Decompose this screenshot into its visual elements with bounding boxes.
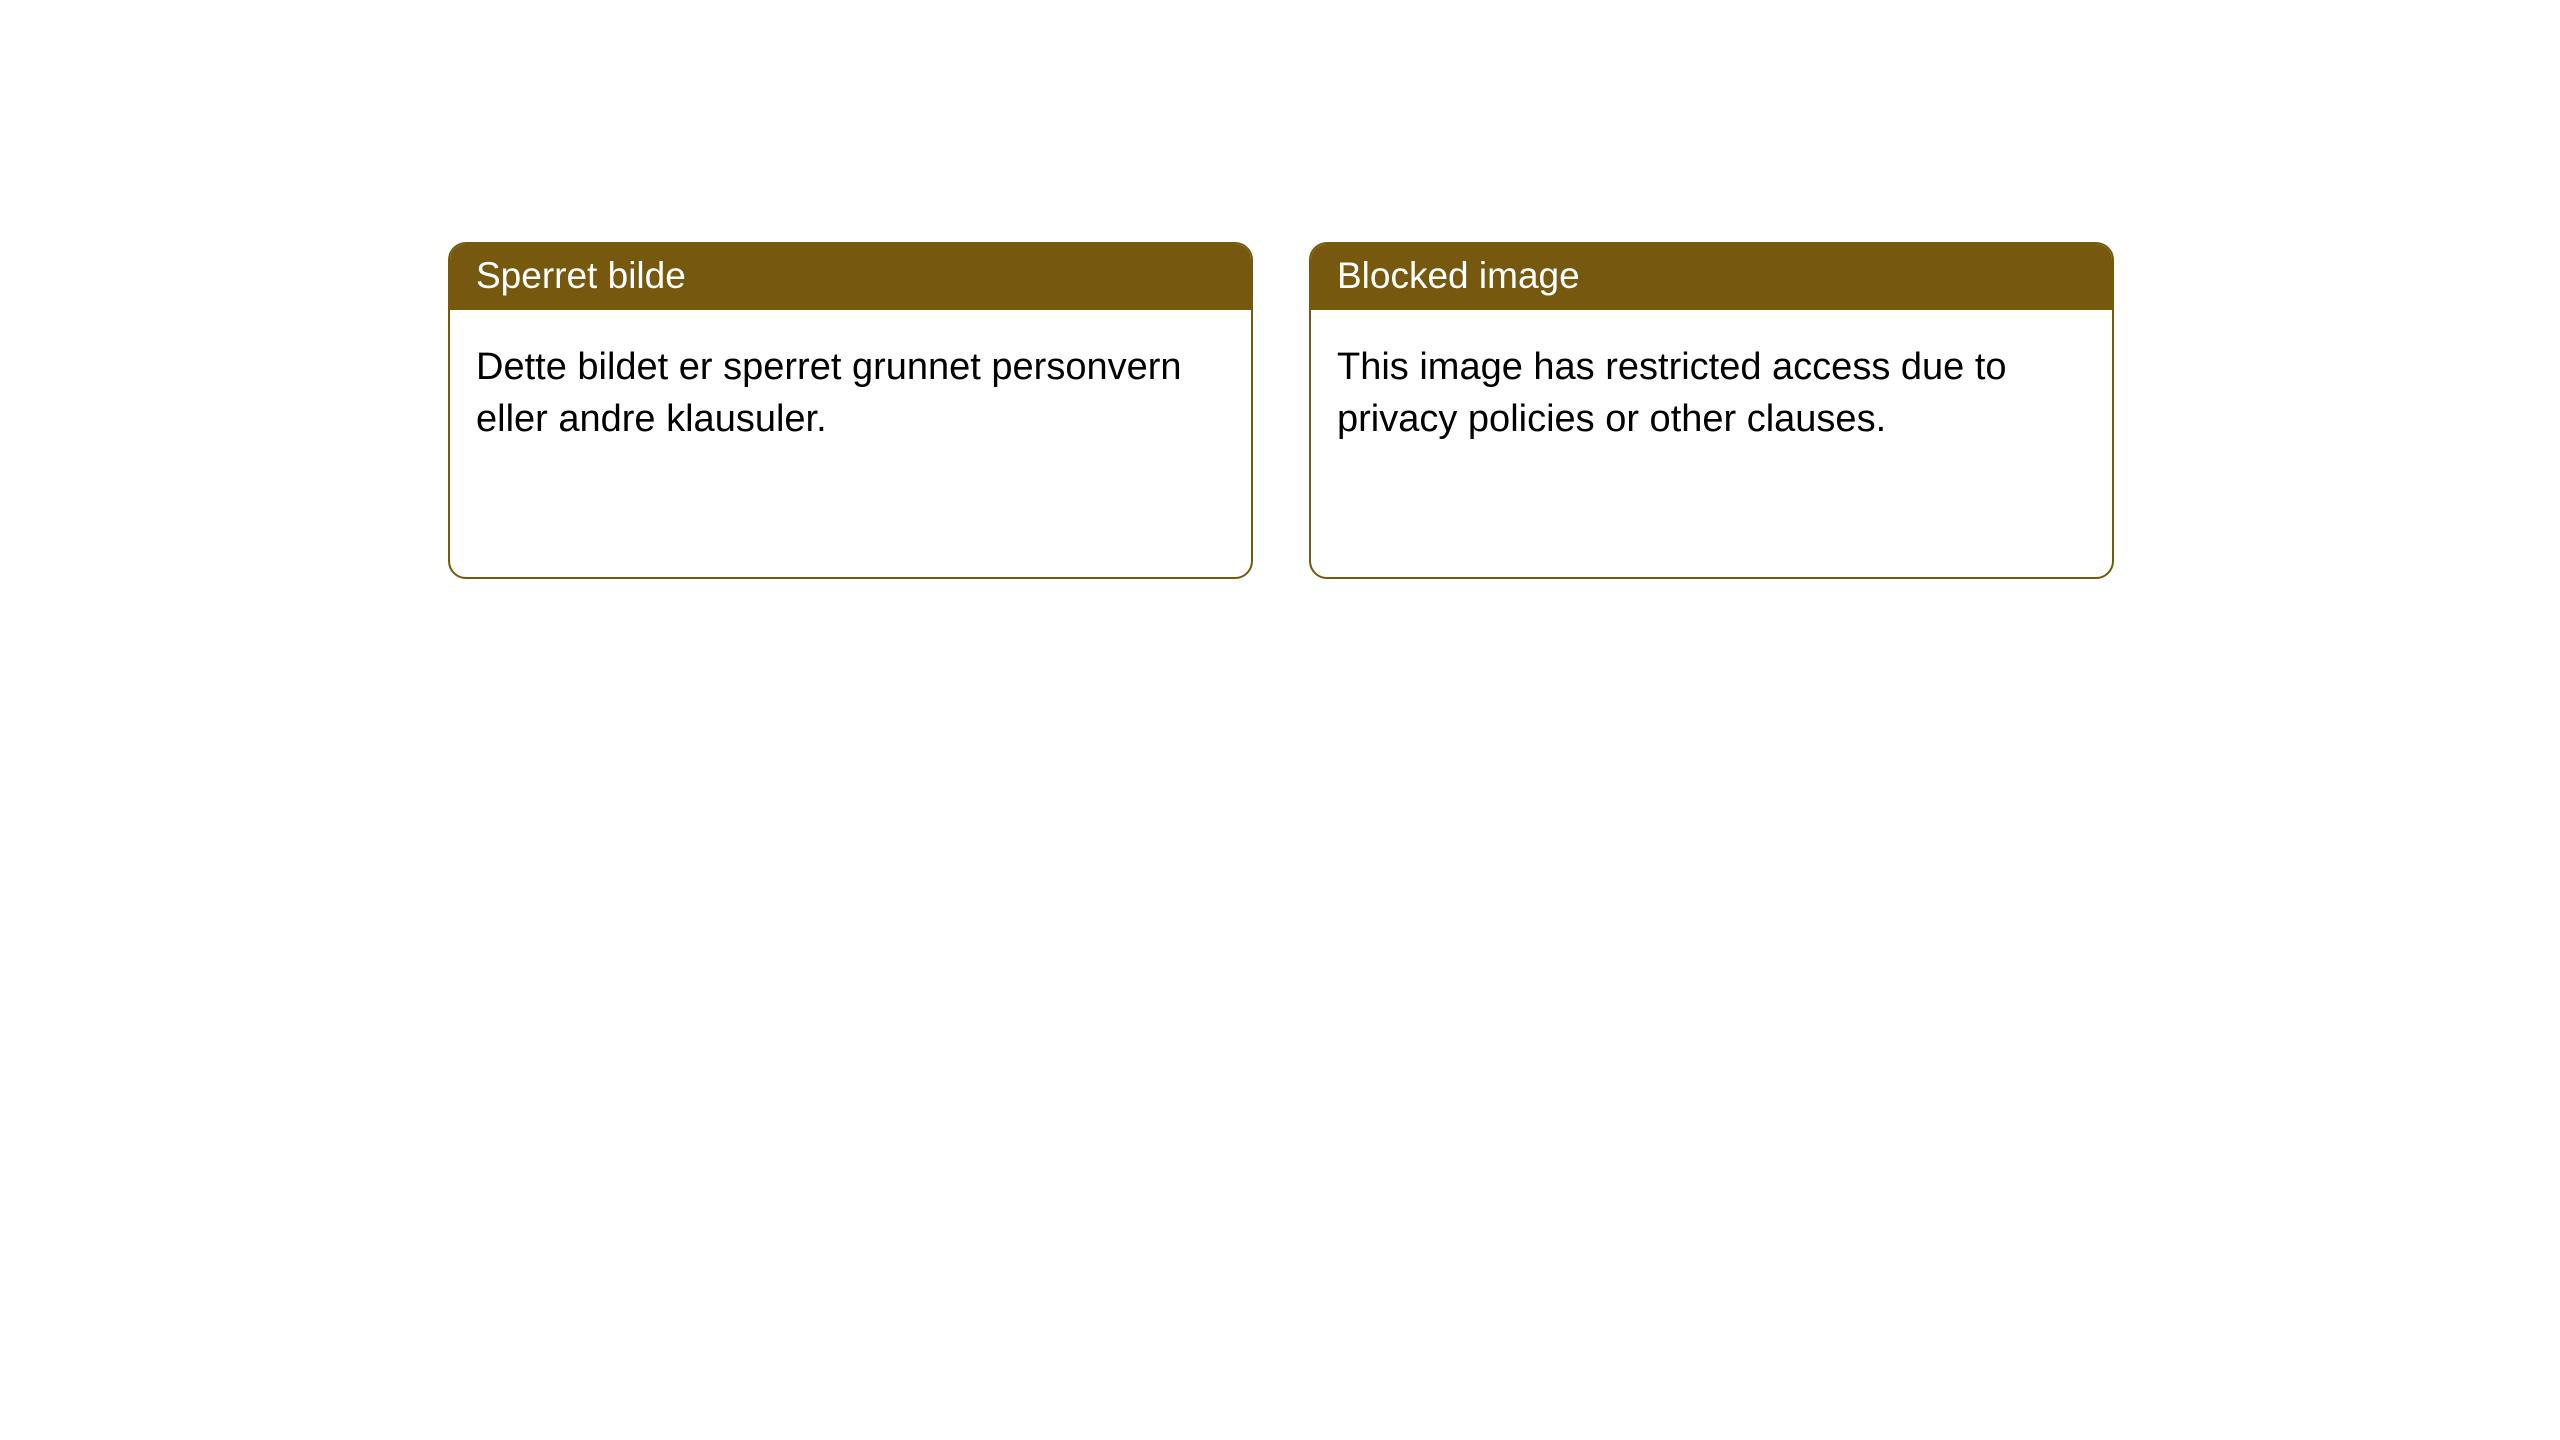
card-body-no: Dette bildet er sperret grunnet personve… (450, 310, 1251, 477)
card-body-en: This image has restricted access due to … (1311, 310, 2112, 477)
cards-container: Sperret bilde Dette bildet er sperret gr… (0, 0, 2560, 579)
blocked-image-card-no: Sperret bilde Dette bildet er sperret gr… (448, 242, 1253, 579)
card-header-en: Blocked image (1311, 244, 2112, 310)
card-header-no: Sperret bilde (450, 244, 1251, 310)
blocked-image-card-en: Blocked image This image has restricted … (1309, 242, 2114, 579)
